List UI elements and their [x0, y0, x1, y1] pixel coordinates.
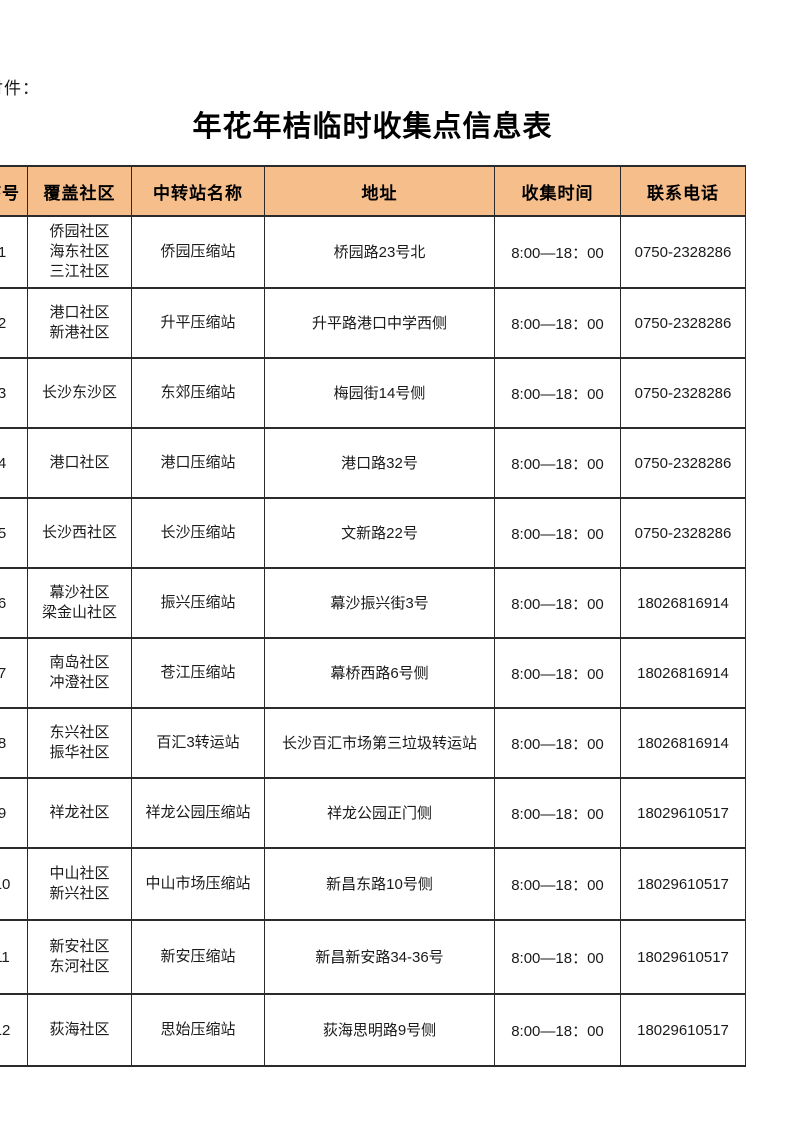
table-row: 4 港口社区 港口压缩站 港口路32号 8:00—18：00 0750-2328…	[0, 427, 746, 499]
cell-community: 祥龙社区	[27, 777, 132, 849]
cell-time: 8:00—18：00	[494, 357, 621, 429]
cell-station: 百汇3转运站	[131, 707, 265, 779]
table-row: 3 长沙东沙区 东郊压缩站 梅园街14号侧 8:00—18：00 0750-23…	[0, 357, 746, 429]
cell-address: 幕桥西路6号侧	[264, 637, 495, 709]
cell-address: 桥园路23号北	[264, 215, 495, 289]
cell-phone: 0750-2328286	[620, 427, 746, 499]
cell-community: 长沙东沙区	[27, 357, 132, 429]
cell-no: 11	[0, 919, 28, 995]
cell-phone: 18029610517	[620, 847, 746, 921]
cell-time: 8:00—18：00	[494, 919, 621, 995]
cell-no: 6	[0, 567, 28, 639]
cell-time: 8:00—18：00	[494, 427, 621, 499]
collection-points-table: 序号 覆盖社区 中转站名称 地址 收集时间 联系电话 1 侨园社区 海东社区 三…	[0, 165, 746, 1067]
cell-time: 8:00—18：00	[494, 567, 621, 639]
cell-no: 4	[0, 427, 28, 499]
cell-community: 中山社区 新兴社区	[27, 847, 132, 921]
cell-address: 祥龙公园正门侧	[264, 777, 495, 849]
cell-community: 新安社区 东河社区	[27, 919, 132, 995]
cell-community: 港口社区 新港社区	[27, 287, 132, 359]
cell-station: 中山市场压缩站	[131, 847, 265, 921]
cell-no: 12	[0, 993, 28, 1067]
cell-phone: 0750-2328286	[620, 357, 746, 429]
table-row: 12 荻海社区 思始压缩站 荻海思明路9号侧 8:00—18：00 180296…	[0, 993, 746, 1067]
cell-phone: 18029610517	[620, 777, 746, 849]
cell-station: 长沙压缩站	[131, 497, 265, 569]
table-row: 11 新安社区 东河社区 新安压缩站 新昌新安路34-36号 8:00—18：0…	[0, 919, 746, 995]
table-row: 10 中山社区 新兴社区 中山市场压缩站 新昌东路10号侧 8:00—18：00…	[0, 847, 746, 921]
cell-address: 港口路32号	[264, 427, 495, 499]
cell-station: 东郊压缩站	[131, 357, 265, 429]
cell-phone: 18026816914	[620, 637, 746, 709]
cell-phone: 0750-2328286	[620, 287, 746, 359]
table-row: 9 祥龙社区 祥龙公园压缩站 祥龙公园正门侧 8:00—18：00 180296…	[0, 777, 746, 849]
column-header-no: 序号	[0, 165, 28, 217]
table-row: 1 侨园社区 海东社区 三江社区 侨园压缩站 桥园路23号北 8:00—18：0…	[0, 215, 746, 289]
cell-time: 8:00—18：00	[494, 637, 621, 709]
column-header-station: 中转站名称	[131, 165, 265, 217]
cell-phone: 18029610517	[620, 993, 746, 1067]
cell-time: 8:00—18：00	[494, 993, 621, 1067]
cell-no: 2	[0, 287, 28, 359]
cell-station: 祥龙公园压缩站	[131, 777, 265, 849]
cell-station: 苍江压缩站	[131, 637, 265, 709]
table-header-row: 序号 覆盖社区 中转站名称 地址 收集时间 联系电话	[0, 165, 746, 217]
cell-no: 9	[0, 777, 28, 849]
cell-community: 港口社区	[27, 427, 132, 499]
cell-no: 5	[0, 497, 28, 569]
cell-community: 东兴社区 振华社区	[27, 707, 132, 779]
cell-community: 荻海社区	[27, 993, 132, 1067]
cell-station: 新安压缩站	[131, 919, 265, 995]
cell-time: 8:00—18：00	[494, 497, 621, 569]
cell-phone: 0750-2328286	[620, 497, 746, 569]
column-header-address: 地址	[264, 165, 495, 217]
cell-address: 文新路22号	[264, 497, 495, 569]
cell-phone: 18029610517	[620, 919, 746, 995]
cell-no: 10	[0, 847, 28, 921]
cell-address: 长沙百汇市场第三垃圾转运站	[264, 707, 495, 779]
cell-community: 南岛社区 冲澄社区	[27, 637, 132, 709]
column-header-phone: 联系电话	[620, 165, 746, 217]
column-header-community: 覆盖社区	[27, 165, 132, 217]
cell-address: 新昌东路10号侧	[264, 847, 495, 921]
cell-station: 侨园压缩站	[131, 215, 265, 289]
cell-phone: 18026816914	[620, 567, 746, 639]
cell-no: 8	[0, 707, 28, 779]
cell-phone: 0750-2328286	[620, 215, 746, 289]
cell-station: 港口压缩站	[131, 427, 265, 499]
cell-time: 8:00—18：00	[494, 847, 621, 921]
cell-time: 8:00—18：00	[494, 215, 621, 289]
cell-no: 3	[0, 357, 28, 429]
cell-address: 梅园街14号侧	[264, 357, 495, 429]
table-row: 8 东兴社区 振华社区 百汇3转运站 长沙百汇市场第三垃圾转运站 8:00—18…	[0, 707, 746, 779]
column-header-time: 收集时间	[494, 165, 621, 217]
cell-time: 8:00—18：00	[494, 287, 621, 359]
cell-community: 长沙西社区	[27, 497, 132, 569]
cell-station: 升平压缩站	[131, 287, 265, 359]
page-title: 年花年桔临时收集点信息表	[192, 111, 553, 143]
cell-time: 8:00—18：00	[494, 707, 621, 779]
table-row: 2 港口社区 新港社区 升平压缩站 升平路港口中学西侧 8:00—18：00 0…	[0, 287, 746, 359]
cell-address: 升平路港口中学西侧	[264, 287, 495, 359]
cell-no: 1	[0, 215, 28, 289]
cell-address: 幕沙振兴街3号	[264, 567, 495, 639]
cell-community: 幕沙社区 梁金山社区	[27, 567, 132, 639]
attachment-label: 付件：	[0, 79, 40, 98]
cell-station: 振兴压缩站	[131, 567, 265, 639]
cell-community: 侨园社区 海东社区 三江社区	[27, 215, 132, 289]
cell-phone: 18026816914	[620, 707, 746, 779]
cell-no: 7	[0, 637, 28, 709]
table-row: 5 长沙西社区 长沙压缩站 文新路22号 8:00—18：00 0750-232…	[0, 497, 746, 569]
cell-time: 8:00—18：00	[494, 777, 621, 849]
table-row: 6 幕沙社区 梁金山社区 振兴压缩站 幕沙振兴街3号 8:00—18：00 18…	[0, 567, 746, 639]
cell-address: 荻海思明路9号侧	[264, 993, 495, 1067]
cell-station: 思始压缩站	[131, 993, 265, 1067]
table-row: 7 南岛社区 冲澄社区 苍江压缩站 幕桥西路6号侧 8:00—18：00 180…	[0, 637, 746, 709]
cell-address: 新昌新安路34-36号	[264, 919, 495, 995]
